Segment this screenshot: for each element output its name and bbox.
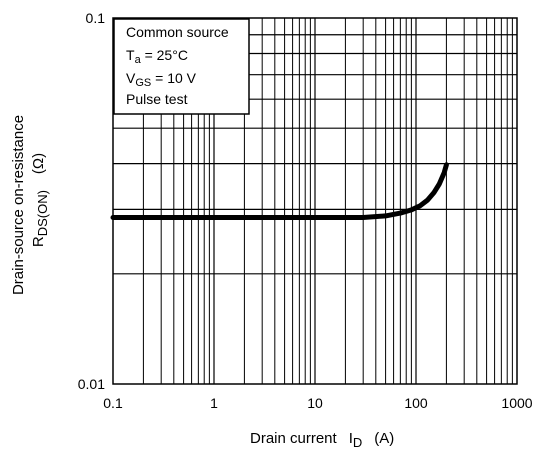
legend-line-3: VGS = 10 V [126,70,197,89]
y-tick-label: 0.1 [86,10,106,26]
legend-line-4: Pulse test [126,91,188,107]
legend-background [113,18,250,115]
x-tick-label: 100 [404,395,428,411]
y-axis-label-main: Drain-source on-resistance [10,115,27,295]
y-tick-label: 0.01 [78,376,105,392]
x-tick-label: 1000 [501,395,532,411]
x-axis-label: Drain current ID (A) [250,430,394,450]
series-line [110,162,449,220]
x-tick-label: 10 [307,395,323,411]
x-tick-label: 0.1 [103,395,123,411]
legend-line-2: Ta = 25°C [126,47,188,66]
legend-line-1: Common source [126,24,229,40]
y-axis-label-symbol: RDS(ON)(Ω) [30,153,50,247]
plot-frame [112,17,518,385]
x-tick-labels: 0.1 1 10 100 1000 [103,395,533,411]
x-tick-label: 1 [210,395,218,411]
legend-box: Common source Ta = 25°C VGS = 10 V Pulse… [113,18,250,115]
y-tick-labels: 0.1 0.01 [78,10,105,392]
